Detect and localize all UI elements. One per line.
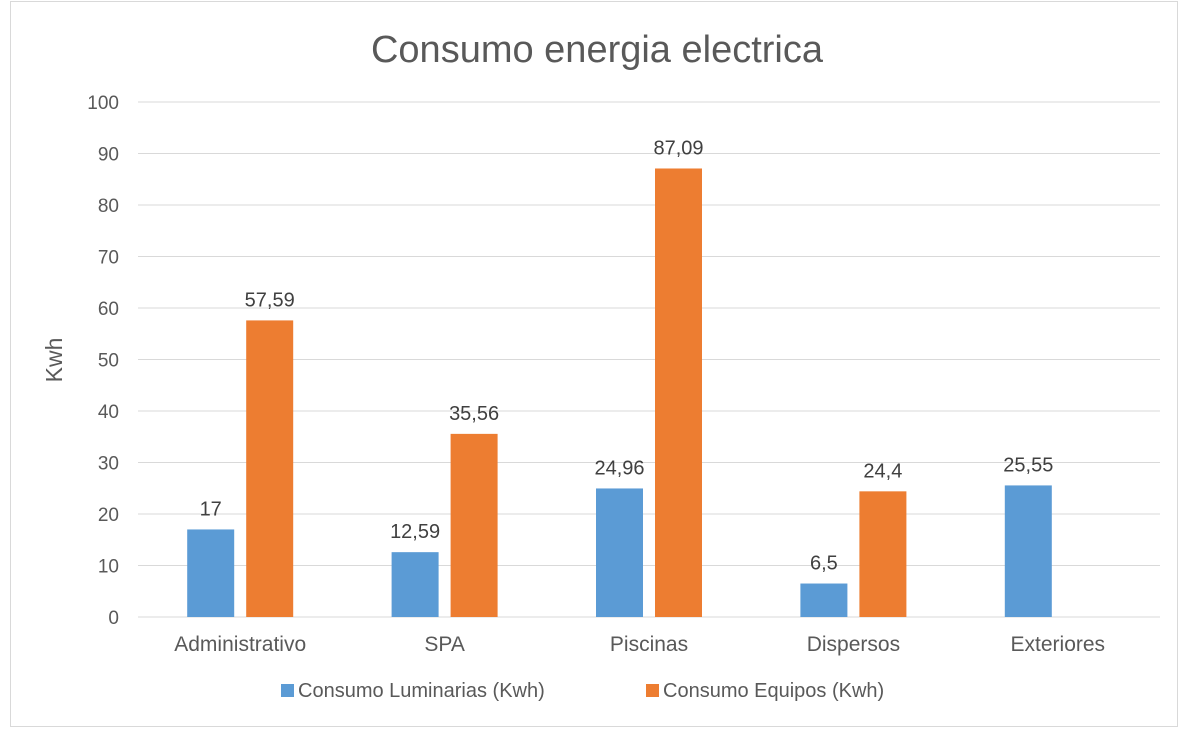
y-tick-label: 20 — [98, 505, 119, 526]
x-tick-label: Administrativo — [174, 633, 306, 656]
y-tick-label: 0 — [108, 608, 119, 629]
data-label: 12,59 — [390, 521, 440, 543]
bar-equipos — [859, 491, 907, 617]
chart-title: Consumo energia electrica — [371, 29, 824, 71]
x-tick-label: Dispersos — [807, 633, 900, 656]
bar-equipos — [246, 320, 294, 617]
data-label: 35,56 — [449, 403, 499, 425]
y-tick-label: 30 — [98, 454, 119, 475]
y-tick-label: 80 — [98, 196, 119, 217]
y-tick-label: 10 — [98, 557, 119, 578]
legend-swatch — [646, 684, 659, 697]
data-label: 24,4 — [863, 460, 902, 482]
data-label: 25,55 — [1003, 454, 1053, 476]
y-tick-labels: 0 10 20 30 40 50 60 70 80 90 100 — [87, 93, 119, 629]
data-label: 6,5 — [810, 553, 838, 575]
legend: Consumo Luminarias (Kwh) Consumo Equipos … — [281, 680, 884, 702]
y-tick-label: 50 — [98, 351, 119, 372]
data-labels: 17 57,59 12,59 35,56 24,96 87,09 6,5 24,4 25,55 — [200, 137, 1054, 574]
y-tick-label: 40 — [98, 402, 119, 423]
y-axis-label: Kwh — [41, 338, 67, 383]
y-tick-label: 70 — [98, 248, 119, 269]
bar-luminarias — [1004, 485, 1052, 617]
legend-swatch — [281, 684, 294, 697]
y-tick-label: 100 — [87, 93, 119, 114]
x-tick-label: SPA — [424, 633, 464, 656]
bar-equipos — [655, 168, 702, 617]
gridlines — [138, 101, 1160, 618]
data-label: 57,59 — [245, 289, 295, 311]
legend-label: Consumo Luminarias (Kwh) — [298, 680, 545, 702]
bar-equipos — [450, 433, 498, 617]
y-tick-label: 90 — [98, 145, 119, 166]
x-tick-labels: Administrativo SPA Piscinas Dispersos Exteri… — [174, 633, 1105, 656]
bar-luminarias — [391, 552, 439, 617]
bar-luminarias — [800, 583, 848, 617]
bars — [187, 168, 1052, 617]
y-tick-label: 60 — [98, 299, 119, 320]
bar-luminarias — [187, 529, 235, 617]
bar-luminarias — [596, 488, 643, 617]
data-label: 87,09 — [653, 137, 703, 159]
data-label: 24,96 — [594, 457, 644, 479]
legend-label: Consumo Equipos (Kwh) — [663, 680, 884, 702]
x-tick-label: Exteriores — [1011, 633, 1106, 656]
data-label: 17 — [200, 498, 222, 520]
x-tick-label: Piscinas — [610, 633, 688, 656]
